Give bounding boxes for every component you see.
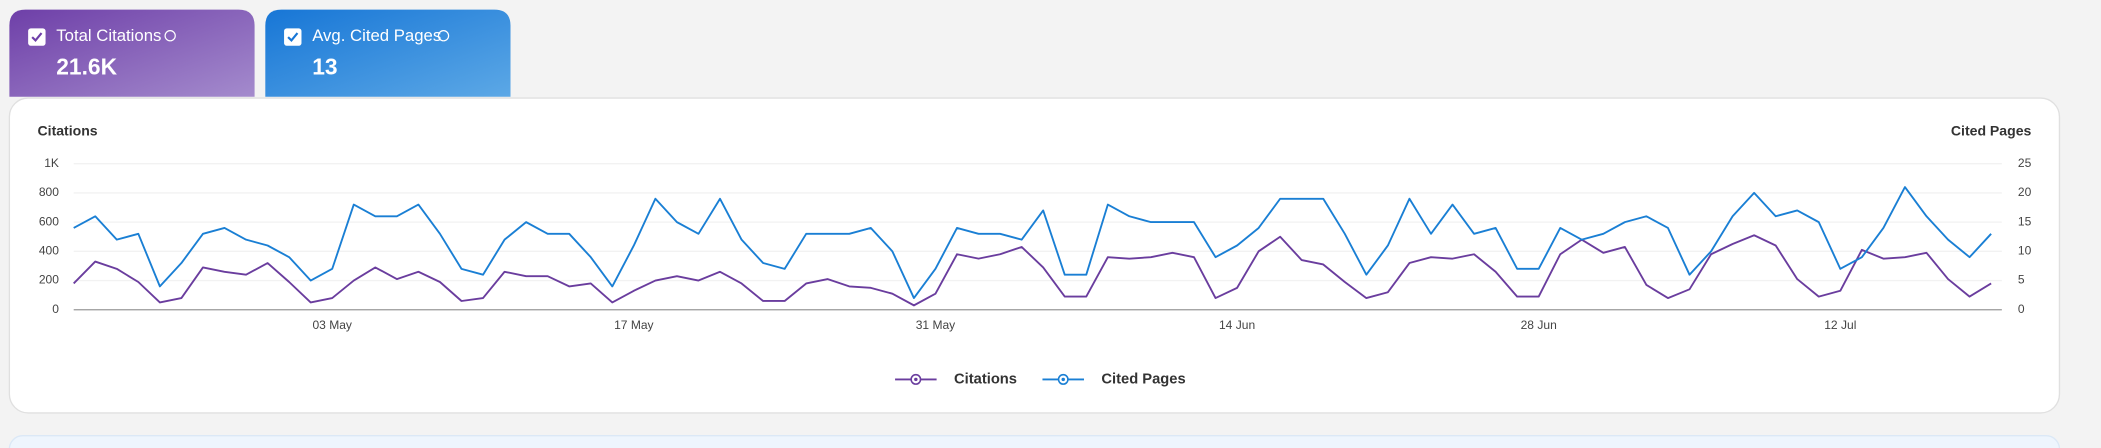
next-panel — [8, 435, 2061, 448]
x-tick-label: 03 May — [312, 318, 352, 332]
checkbox[interactable] — [284, 28, 302, 46]
x-tick-label: 28 Jun — [1521, 318, 1557, 332]
legend-label: Cited Pages — [1101, 371, 1185, 387]
y-tick-label: 600 — [39, 214, 59, 228]
y-tick-label: 400 — [39, 244, 59, 258]
line — [73, 186, 1992, 300]
plot: 0 200 400 600 800 1K 0 5 10 15 20 25 03 May 17 May 31 … — [39, 156, 2032, 387]
y-tick-label: 200 — [39, 273, 59, 287]
legend-item[interactable]: Cited Pages — [1042, 371, 1186, 387]
y2-tick-label: 15 — [2018, 214, 2032, 228]
legend-item[interactable]: Citations — [895, 371, 1017, 387]
info-icon[interactable] — [164, 30, 176, 42]
legend-dot — [914, 377, 918, 382]
check — [31, 32, 43, 43]
x-tick-label: 12 Jul — [1824, 318, 1856, 332]
line — [73, 234, 1992, 307]
card[interactable]: Total Citations 21.6K — [9, 9, 255, 97]
x-tick-label: 17 May — [614, 318, 654, 332]
y-tick-label: 800 — [39, 185, 59, 199]
card-value: 13 — [312, 54, 337, 80]
card-bg — [265, 9, 511, 97]
y2-tick-label: 20 — [2018, 185, 2032, 199]
card-label: Total Citations — [56, 26, 161, 45]
checkbox[interactable] — [28, 28, 46, 46]
y-tick-label: 1K — [44, 156, 59, 170]
y2-tick-label: 10 — [2018, 244, 2032, 258]
info-icon[interactable] — [437, 30, 450, 42]
x-tick-label: 14 Jun — [1219, 318, 1255, 332]
card-bg — [9, 9, 255, 97]
x-tick-label: 31 May — [916, 318, 956, 332]
card-value: 21.6K — [56, 54, 117, 80]
y-axis-title: Citations — [38, 122, 98, 138]
legend-label: Citations — [954, 371, 1017, 387]
legend-dot — [1061, 377, 1065, 382]
y2-tick-label: 0 — [2018, 302, 2025, 316]
y-tick-label: 0 — [52, 302, 59, 316]
check — [287, 32, 299, 43]
y2-tick-label: 25 — [2018, 156, 2032, 170]
y2-tick-label: 5 — [2018, 273, 2025, 287]
y2-axis-title: Cited Pages — [1951, 122, 2032, 138]
chart-panel — [8, 97, 2061, 414]
card[interactable]: Avg. Cited Pages 13 — [265, 9, 511, 97]
card-label: Avg. Cited Pages — [312, 26, 441, 45]
